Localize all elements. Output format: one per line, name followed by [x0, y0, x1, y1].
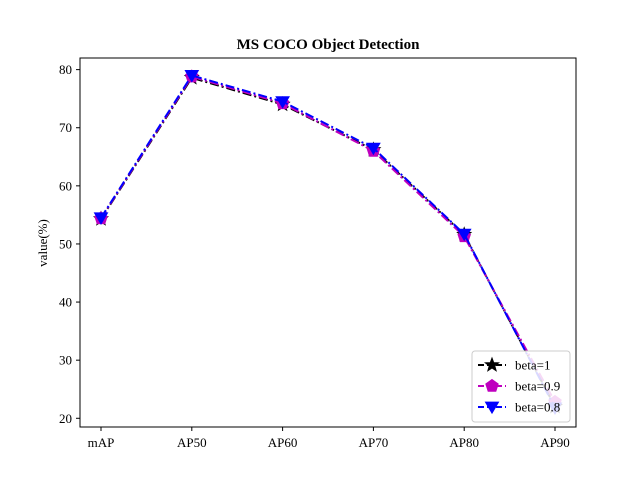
- y-tick-label: 20: [59, 411, 72, 426]
- legend-entry: beta=1: [478, 356, 550, 373]
- legend-label: beta=1: [515, 358, 550, 373]
- legend: beta=1 beta=0.9 beta=0.8: [471, 350, 571, 423]
- legend-marker: [485, 378, 499, 392]
- data-point: [366, 142, 381, 156]
- x-tick-label: AP60: [268, 435, 298, 450]
- x-tick-label: AP90: [540, 435, 570, 450]
- data-point: [456, 228, 472, 242]
- data-point: [184, 70, 200, 83]
- axes: 20 30 40 50 60 70 80 mAP AP50 AP60 AP70 AP80 AP90: [59, 57, 577, 450]
- plot-frame: [79, 57, 577, 428]
- y-tick-label: 50: [59, 236, 72, 251]
- legend-marker: [484, 401, 500, 415]
- data-point: [275, 96, 290, 109]
- legend-marker: [483, 356, 501, 372]
- x-tick-label: AP50: [177, 435, 207, 450]
- y-tick-label: 40: [59, 295, 72, 310]
- y-tick-label: 70: [59, 120, 72, 135]
- x-tick-label: AP70: [359, 435, 389, 450]
- data-point: [93, 212, 109, 225]
- legend-entry: beta=0.8: [478, 400, 560, 415]
- series-line: [100, 74, 556, 409]
- x-tick-label: mAP: [88, 435, 115, 450]
- y-tick-label: 30: [59, 353, 72, 368]
- legend-entry: beta=0.9: [478, 379, 560, 394]
- legend-label: beta=0.8: [515, 400, 560, 415]
- x-tick-label: AP80: [449, 435, 479, 450]
- chart-title: MS COCO Object Detection: [237, 37, 421, 53]
- y-axis-label: value(%): [35, 219, 50, 267]
- legend-label: beta=0.9: [515, 379, 560, 394]
- y-tick-label: 60: [59, 178, 72, 193]
- y-tick-label: 80: [59, 62, 72, 77]
